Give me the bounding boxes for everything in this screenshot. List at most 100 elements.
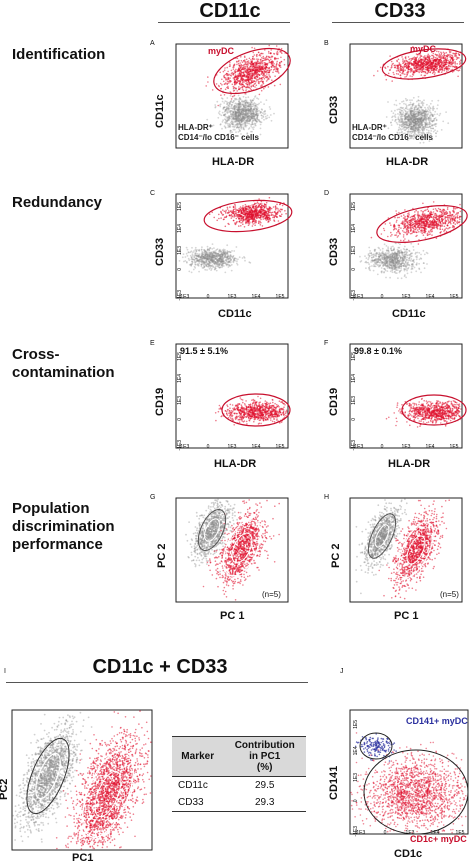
y-tick-label: 1E4: [177, 374, 183, 383]
x-axis-label: CD11c: [218, 308, 252, 320]
panel-j: J 1E5 1E4 1E3 0 -1E3 -1E3 0 1E3 1E4 1E5 CD141+ my…: [324, 666, 474, 863]
pca-plot: [349, 497, 463, 603]
y-axis-label: CD19: [154, 387, 166, 416]
x-axis-label: HLA-DR: [212, 156, 255, 168]
gate-ellipse: [203, 199, 293, 233]
gate-ellipse-cd141: [359, 732, 393, 760]
y-tick-label: 0: [351, 268, 357, 271]
x-tick-label: -1E3: [353, 444, 364, 450]
annotation-line-1: HLA-DR⁺: [352, 123, 387, 132]
y-tick-label: 1E4: [353, 746, 359, 755]
panel-letter: F: [324, 340, 329, 347]
y-tick-label: 0: [351, 418, 357, 421]
row-label-identification: Identification: [12, 46, 106, 63]
x-tick-label: 1E5: [450, 444, 459, 450]
panel-i-title-underline: [6, 682, 308, 683]
column-underline-cd33: [332, 22, 464, 23]
gate-ellipse: [221, 393, 291, 427]
row-label-cross-contamination: Cross- contamination: [12, 346, 115, 381]
x-tick-label: 1E4: [431, 830, 440, 836]
panel-letter: J: [340, 668, 344, 675]
scatter-plot: 1E5 1E4 1E3 0 -1E3-1E3 0 1E3 1E4 1E5: [175, 343, 291, 451]
scatter-plot: 1E5 1E4 1E3 0 -1E3-1E3 0 1E3 1E4 1E5: [175, 193, 293, 301]
x-tick-label: 1E5: [276, 444, 285, 450]
population-annotation: HLA-DR⁺ CD14⁻/lo CD16⁻ cells: [352, 123, 433, 143]
x-axis-label: CD11c: [392, 308, 426, 320]
y-tick-label: 1E3: [351, 246, 357, 255]
annotation-line-2: CD14⁻/lo CD16⁻ cells: [352, 133, 433, 142]
panel-letter: E: [150, 340, 155, 347]
row-label-redundancy: Redundancy: [12, 194, 103, 211]
x-tick-label: 0: [381, 444, 384, 450]
y-axis-label: CD19: [328, 387, 340, 416]
y-tick-label: 1E5: [351, 202, 357, 211]
y-tick-label: 1E3: [177, 246, 183, 255]
y-tick-label: 1E4: [351, 224, 357, 233]
x-tick-label: 1E4: [252, 444, 261, 450]
x-tick-label: 1E5: [456, 830, 465, 836]
y-tick-label: -1E3: [177, 290, 183, 301]
panel-g: G (n=5) PC 2 PC 1: [150, 490, 290, 625]
x-tick-label: 1E4: [426, 444, 435, 450]
y-tick-label: 1E5: [177, 352, 183, 361]
purity-percentage: 99.8 ± 0.1%: [354, 346, 402, 356]
y-axis-label: PC 2: [330, 543, 342, 568]
x-tick-label: 1E3: [402, 294, 411, 300]
table-cell-value: 29.3: [223, 794, 306, 812]
y-tick-label: 1E4: [177, 224, 183, 233]
x-tick-label: 1E4: [426, 294, 435, 300]
x-axis-label: HLA-DR: [386, 156, 429, 168]
panel-letter: C: [150, 190, 156, 197]
gate-label-mydc: myDC: [410, 44, 437, 54]
x-axis-label: HLA-DR: [388, 458, 431, 470]
x-axis-label: PC1: [72, 852, 94, 864]
y-tick-label: 1E5: [353, 720, 359, 729]
column-underline-cd11c: [158, 22, 290, 23]
y-tick-label: 1E5: [351, 352, 357, 361]
y-tick-label: 1E5: [177, 202, 183, 211]
annotation-line-1: HLA-DR⁺: [178, 123, 213, 132]
x-axis-label: PC 1: [220, 610, 245, 622]
pca-plot: [11, 709, 153, 851]
y-tick-label: 1E3: [353, 773, 359, 782]
x-tick-label: 0: [384, 830, 387, 836]
x-tick-label: 0: [207, 444, 210, 450]
pc1-contribution-table: Marker Contribution in PC1 (%) CD11c 29.…: [172, 736, 306, 812]
x-tick-label: 1E4: [252, 294, 261, 300]
table-row: CD33 29.3: [172, 794, 306, 812]
y-tick-label: -1E3: [351, 440, 357, 451]
panel-letter: G: [150, 494, 156, 501]
x-axis-label: CD1c: [394, 848, 423, 860]
panel-c: C 1E5 1E4 1E3 0 -1E3 -1E3 0 1E3 1E4 1E5 CD33 CD11…: [150, 186, 293, 326]
y-tick-label: 0: [177, 268, 183, 271]
x-tick-label: -1E3: [179, 444, 190, 450]
y-axis-label: PC 2: [156, 543, 168, 568]
y-tick-label: 1E4: [351, 374, 357, 383]
x-tick-label: 1E3: [406, 830, 415, 836]
panel-letter-i: I: [4, 668, 6, 675]
table-row: CD11c 29.5: [172, 777, 306, 795]
x-axis-label: PC 1: [394, 610, 419, 622]
x-tick-label: 1E3: [402, 444, 411, 450]
purity-percentage: 91.5 ± 5.1%: [180, 346, 228, 356]
pca-plot: [175, 497, 289, 603]
gate-label-cd141: CD141+ myDC: [406, 716, 468, 726]
density-red: [205, 44, 288, 107]
y-axis-label: CD33: [328, 95, 340, 124]
x-tick-label: 1E5: [450, 294, 459, 300]
gate-ellipse: [401, 394, 467, 426]
panel-i-title: CD11c + CD33: [92, 656, 228, 678]
y-axis-label: CD33: [328, 237, 340, 266]
panel-letter: D: [324, 190, 330, 197]
table-cell-marker: CD11c: [178, 780, 208, 791]
scatter-plot: [175, 43, 291, 149]
gate-ellipse: [376, 205, 468, 243]
panel-a: A myDC HLA-DR⁺ CD14⁻/lo CD16⁻ cells CD11c…: [150, 36, 291, 176]
y-tick-label: -1E3: [353, 826, 359, 837]
x-tick-label: -1E3: [179, 294, 190, 300]
y-tick-label: 0: [177, 418, 183, 421]
table-header-contribution: Contribution in PC1 (%): [223, 736, 306, 777]
y-tick-label: 1E3: [351, 396, 357, 405]
x-tick-label: 0: [207, 294, 210, 300]
scatter-plot: [349, 43, 467, 149]
